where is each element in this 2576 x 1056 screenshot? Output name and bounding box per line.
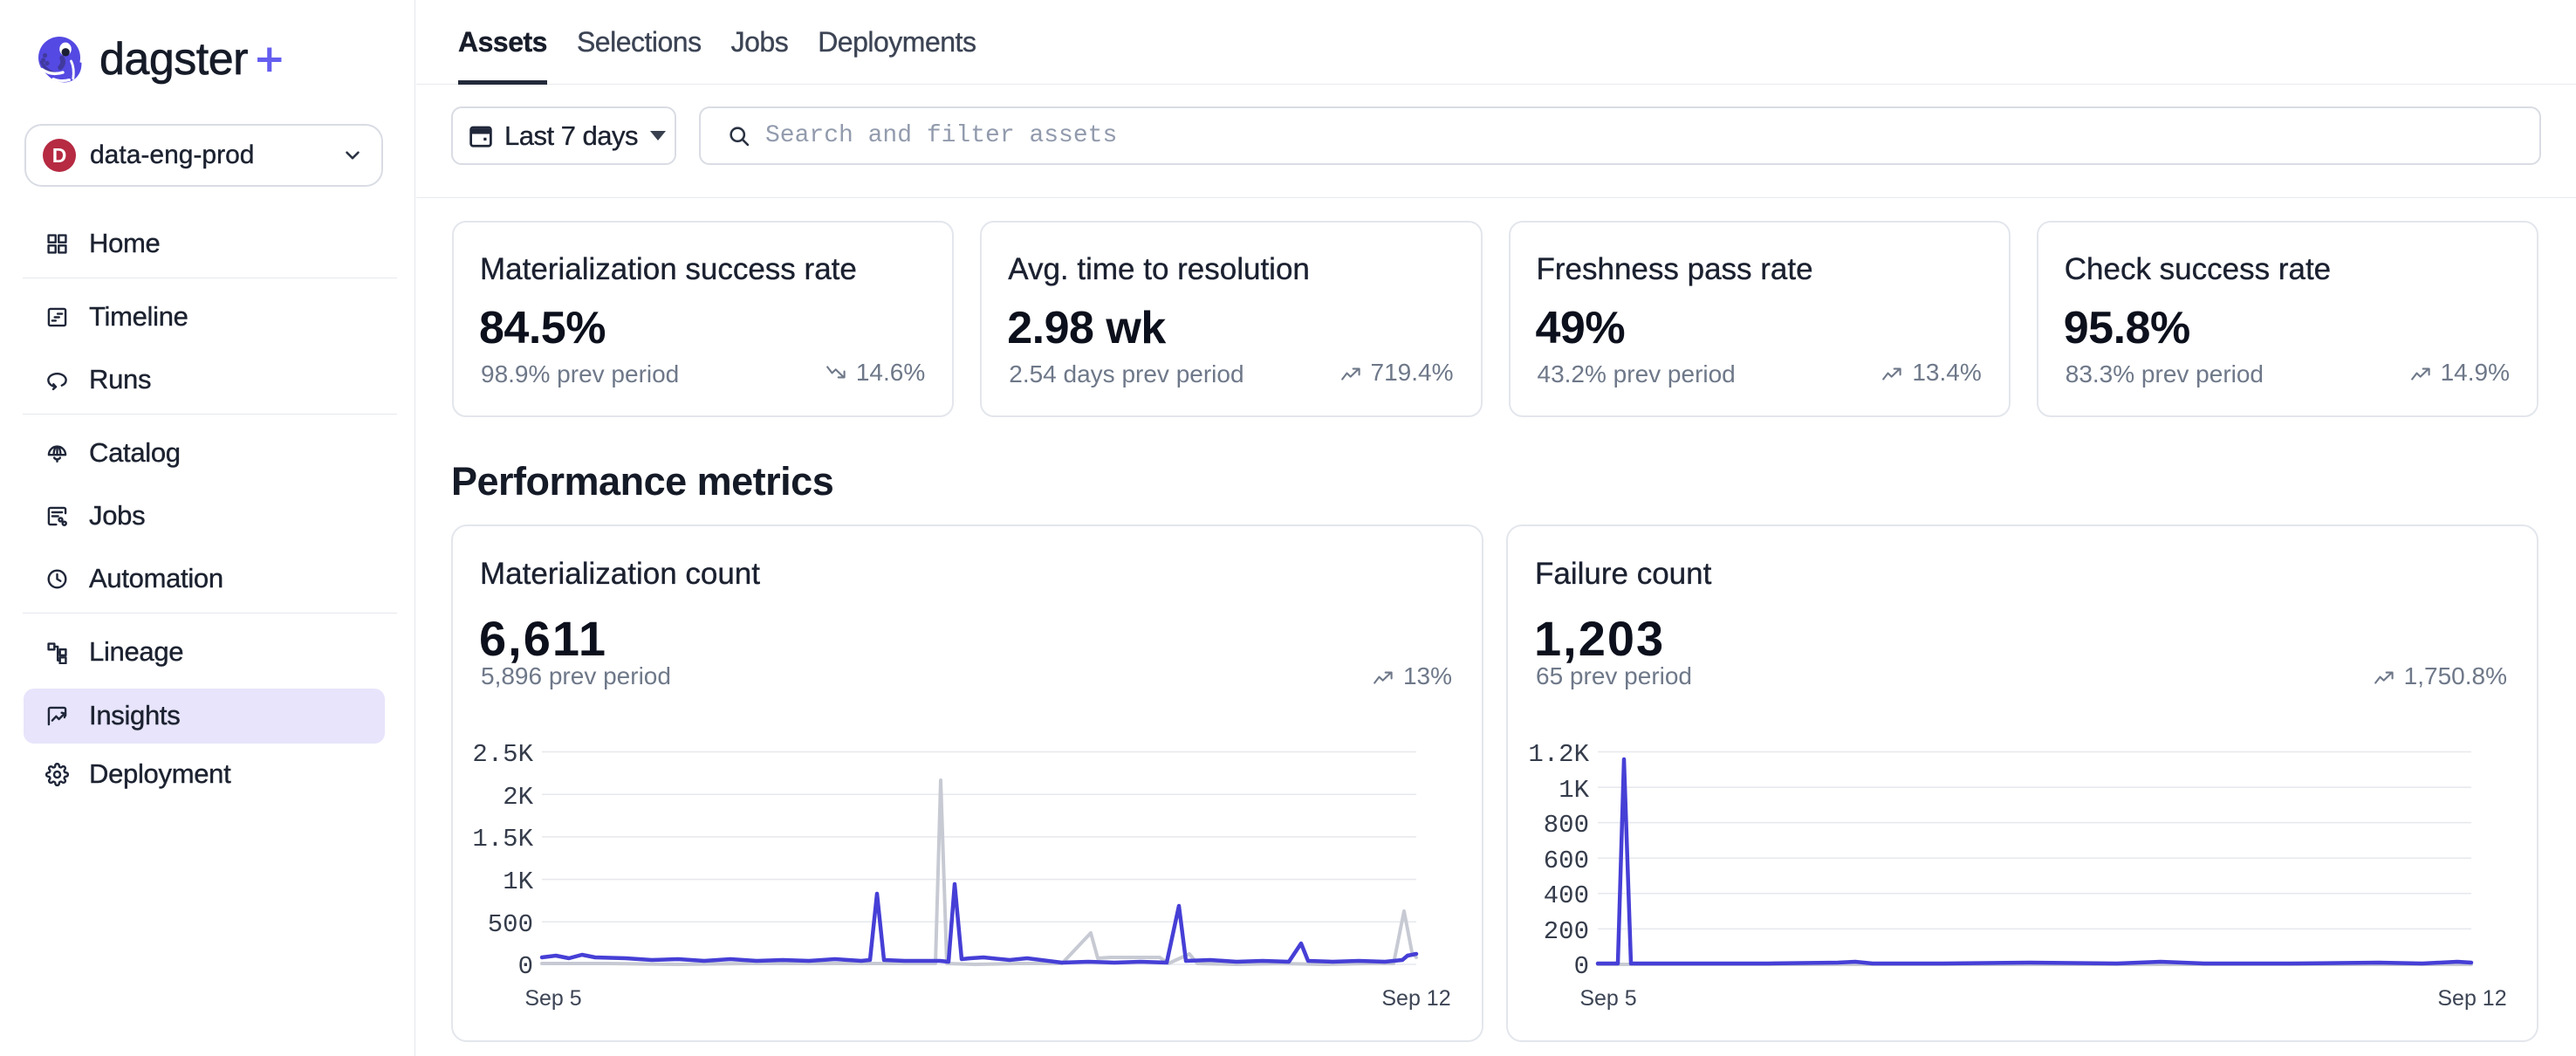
svg-text:200: 200 <box>1544 917 1589 946</box>
svg-text:1.5K: 1.5K <box>472 825 533 854</box>
svg-text:0: 0 <box>518 952 533 981</box>
svg-text:800: 800 <box>1544 811 1589 840</box>
svg-text:Sep 12: Sep 12 <box>1381 986 1450 1011</box>
svg-text:Sep 5: Sep 5 <box>524 986 581 1011</box>
svg-text:Sep 12: Sep 12 <box>2437 986 2506 1011</box>
svg-text:1K: 1K <box>1559 776 1589 805</box>
svg-text:1K: 1K <box>503 867 533 896</box>
svg-text:2K: 2K <box>503 783 533 812</box>
svg-text:400: 400 <box>1544 881 1589 910</box>
svg-text:1.2K: 1.2K <box>1528 740 1589 769</box>
svg-text:0: 0 <box>1574 952 1589 981</box>
svg-text:600: 600 <box>1544 847 1589 875</box>
svg-text:Sep 5: Sep 5 <box>1579 986 1636 1011</box>
svg-text:500: 500 <box>488 910 533 939</box>
svg-text:2.5K: 2.5K <box>472 740 533 769</box>
